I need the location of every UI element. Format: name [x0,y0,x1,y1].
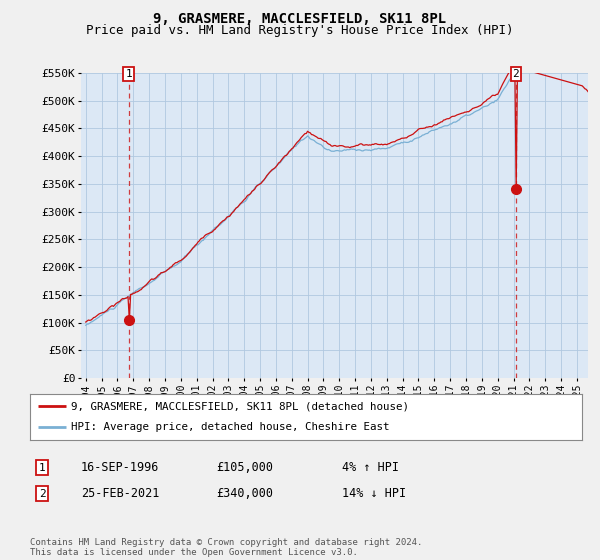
Text: 9, GRASMERE, MACCLESFIELD, SK11 8PL (detached house): 9, GRASMERE, MACCLESFIELD, SK11 8PL (det… [71,401,409,411]
Text: 2: 2 [38,489,46,499]
Text: 14% ↓ HPI: 14% ↓ HPI [342,487,406,501]
Text: Contains HM Land Registry data © Crown copyright and database right 2024.
This d: Contains HM Land Registry data © Crown c… [30,538,422,557]
Text: 16-SEP-1996: 16-SEP-1996 [81,461,160,474]
Text: HPI: Average price, detached house, Cheshire East: HPI: Average price, detached house, Ches… [71,422,390,432]
Text: 1: 1 [38,463,46,473]
Text: 9, GRASMERE, MACCLESFIELD, SK11 8PL: 9, GRASMERE, MACCLESFIELD, SK11 8PL [154,12,446,26]
Text: 4% ↑ HPI: 4% ↑ HPI [342,461,399,474]
Text: £340,000: £340,000 [216,487,273,501]
Text: 1: 1 [125,69,132,79]
Text: 2: 2 [512,69,519,79]
Text: 25-FEB-2021: 25-FEB-2021 [81,487,160,501]
Text: Price paid vs. HM Land Registry's House Price Index (HPI): Price paid vs. HM Land Registry's House … [86,24,514,37]
Text: £105,000: £105,000 [216,461,273,474]
